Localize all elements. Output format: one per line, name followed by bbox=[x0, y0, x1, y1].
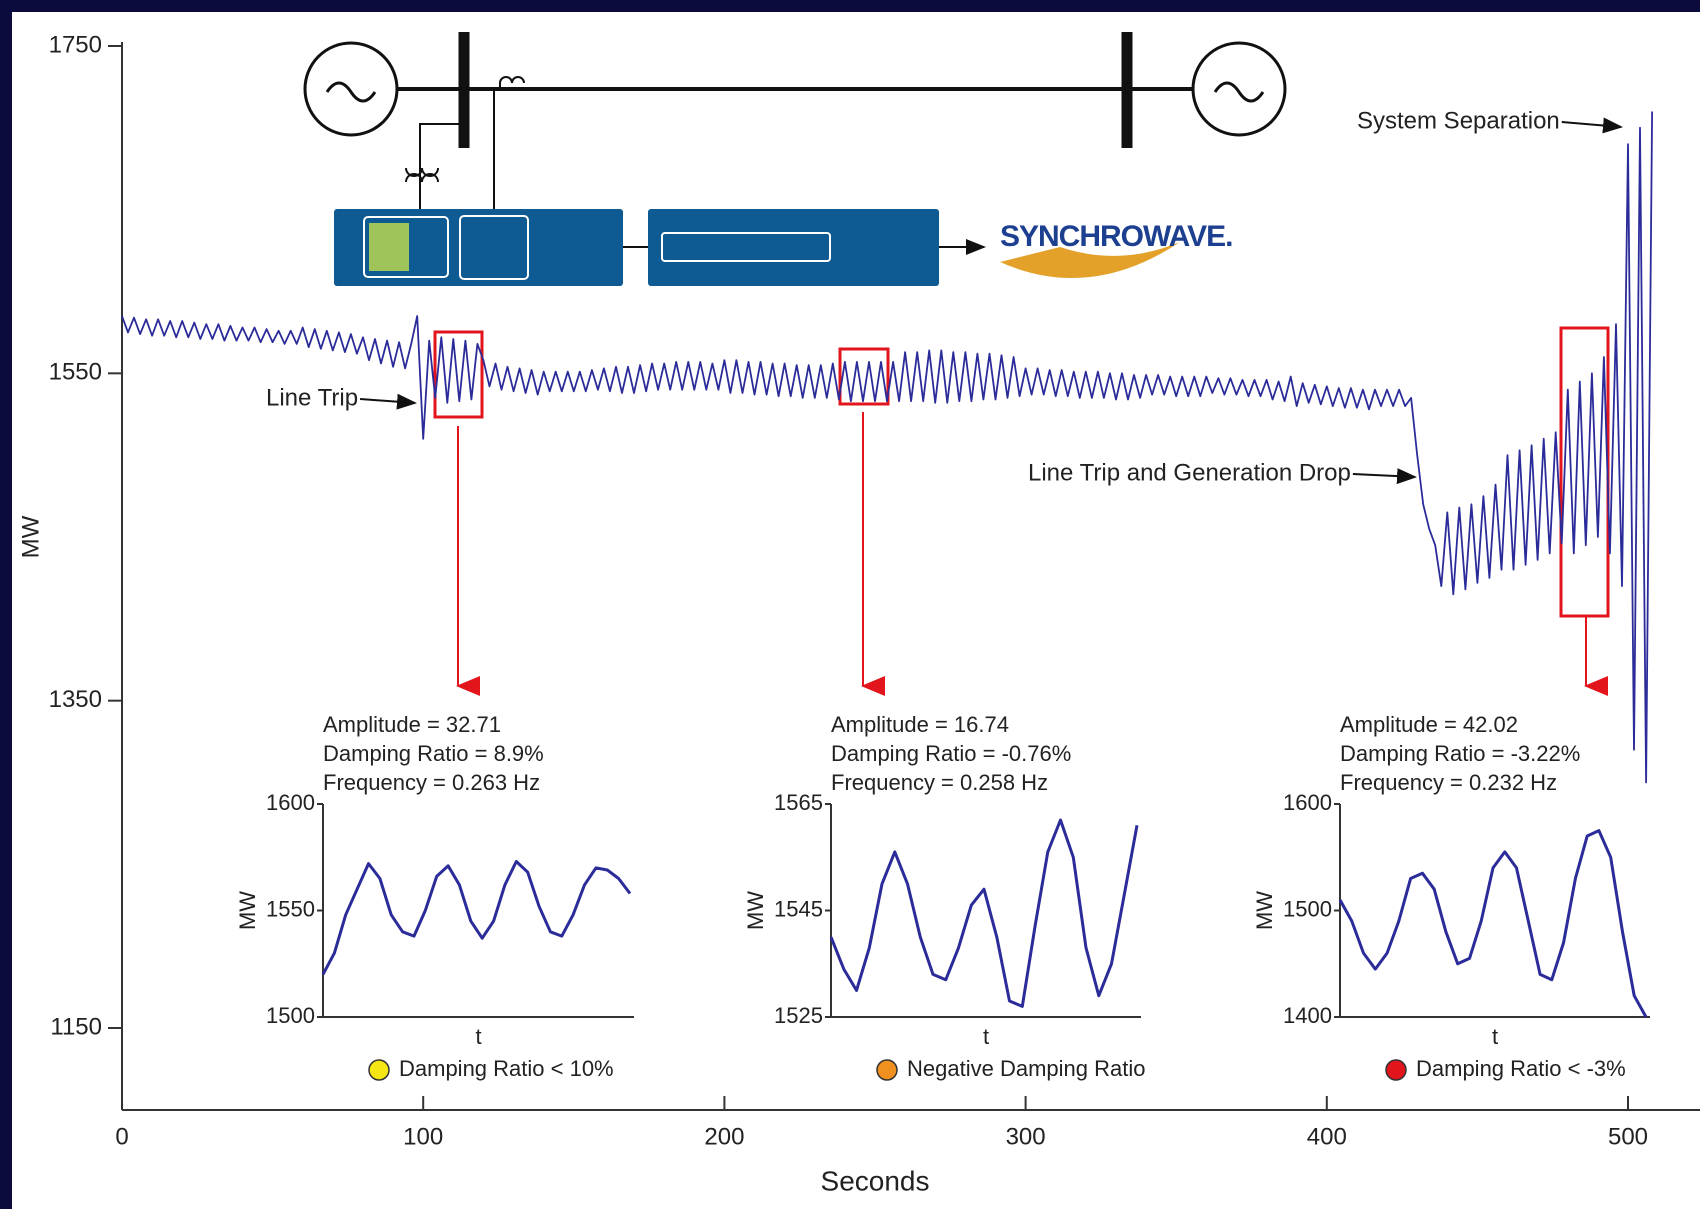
data-line bbox=[321, 860, 632, 976]
y-tick-label: 1350 bbox=[49, 686, 102, 713]
inset-chart: 1525 1545 1565 Amplitude = 16.74 Damping Rat… bbox=[743, 712, 1146, 1081]
inset-annotation: Damping Ratio = 8.9% bbox=[323, 741, 544, 766]
y-tick-label: 1550 bbox=[49, 359, 102, 386]
data-line bbox=[121, 111, 1653, 784]
y-tick-label: 1500 bbox=[266, 1003, 315, 1028]
x-tick-label: 400 bbox=[1307, 1123, 1347, 1150]
y-axis-title: MW bbox=[17, 515, 44, 558]
y-tick-label: 1600 bbox=[1283, 790, 1332, 815]
inset-x-title: t bbox=[475, 1024, 481, 1049]
legend-label: Damping Ratio < -3% bbox=[1416, 1056, 1626, 1081]
panel bbox=[12, 12, 1700, 1209]
y-tick-label: 1550 bbox=[266, 896, 315, 921]
y-tick-label: 1565 bbox=[774, 790, 823, 815]
legend-dot bbox=[876, 1059, 898, 1081]
inset-annotation: Amplitude = 42.02 bbox=[1340, 712, 1518, 737]
inset-annotation: Amplitude = 16.74 bbox=[831, 712, 1009, 737]
one-line-diagram bbox=[303, 32, 1287, 286]
x-tick-label: 300 bbox=[1006, 1123, 1046, 1150]
inset-annotation: Amplitude = 32.71 bbox=[323, 712, 501, 737]
x-tick-label: 0 bbox=[115, 1123, 128, 1150]
x-axis-title: Seconds bbox=[821, 1165, 930, 1196]
y-tick-label: 1600 bbox=[266, 790, 315, 815]
data-line bbox=[829, 818, 1139, 1008]
y-tick-label: 1545 bbox=[774, 896, 823, 921]
x-tick-label: 200 bbox=[704, 1123, 744, 1150]
inset-y-title: MW bbox=[1252, 891, 1277, 930]
annotation: System Separation bbox=[1357, 107, 1560, 134]
legend-dot bbox=[368, 1059, 390, 1081]
inset-x-title: t bbox=[983, 1024, 989, 1049]
data-line bbox=[1338, 829, 1648, 1018]
annotation-arrow bbox=[1352, 468, 1417, 485]
x-tick-label: 500 bbox=[1608, 1123, 1648, 1150]
legend-dot bbox=[1385, 1059, 1407, 1081]
inset-chart: 1400 1500 1600 Amplitude = 42.02 Damping Rat… bbox=[1252, 712, 1650, 1081]
inset-y-title: MW bbox=[235, 891, 260, 930]
inset-annotation: Frequency = 0.258 Hz bbox=[831, 770, 1048, 795]
inset-annotation: Damping Ratio = -3.22% bbox=[1340, 741, 1580, 766]
inset-annotation: Damping Ratio = -0.76% bbox=[831, 741, 1071, 766]
y-tick-label: 1525 bbox=[774, 1003, 823, 1028]
y-tick-label: 1400 bbox=[1283, 1003, 1332, 1028]
annotation: Line Trip bbox=[266, 384, 358, 411]
annotation-arrow bbox=[359, 393, 417, 410]
annotation: Line Trip and Generation Drop bbox=[1028, 459, 1351, 486]
inset-annotation: Frequency = 0.232 Hz bbox=[1340, 770, 1557, 795]
x-tick-label: 100 bbox=[403, 1123, 443, 1150]
logo: SYNCHROWAVE. bbox=[1000, 220, 1232, 253]
inset-annotation: Frequency = 0.263 Hz bbox=[323, 770, 540, 795]
y-tick-label: 1500 bbox=[1283, 896, 1332, 921]
legend-label: Negative Damping Ratio bbox=[907, 1056, 1145, 1081]
legend-label: Damping Ratio < 10% bbox=[399, 1056, 614, 1081]
y-tick-label: 1750 bbox=[49, 31, 102, 58]
inset-x-title: t bbox=[1492, 1024, 1498, 1049]
main-chart: 1150 1350 1550 1750 0 100 200 300 400 500 Seconds M… bbox=[17, 31, 1700, 1196]
inset-chart: 1500 1550 1600 Amplitude = 32.71 Damping Rat… bbox=[235, 712, 634, 1081]
inset-y-title: MW bbox=[743, 891, 768, 930]
y-tick-label: 1150 bbox=[50, 1013, 102, 1040]
annotation-arrow bbox=[1561, 117, 1623, 134]
